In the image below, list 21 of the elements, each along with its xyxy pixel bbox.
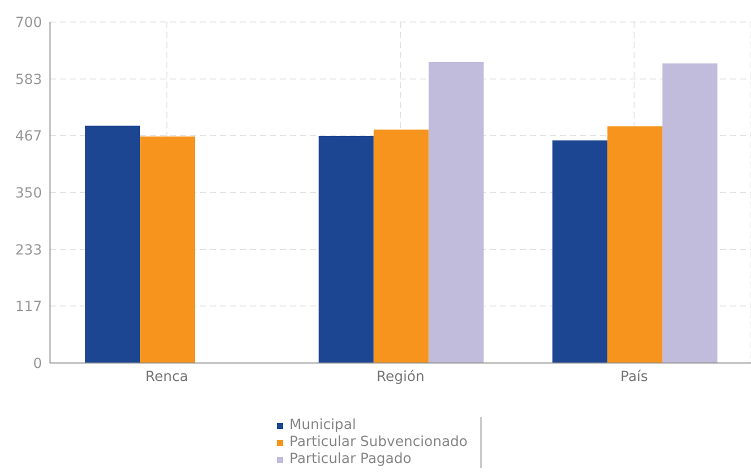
bar [552, 140, 608, 363]
bar [607, 126, 662, 363]
bar [140, 136, 196, 363]
legend-label: Municipal [288, 417, 358, 434]
y-tick-label: 350 [15, 185, 42, 202]
y-tick-label: 700 [15, 14, 42, 31]
y-tick-label: 0 [33, 356, 42, 372]
y-tick-label: 117 [15, 298, 42, 315]
legend-label: Particular Subvencionado [288, 434, 468, 451]
y-tick-label: 233 [15, 242, 42, 258]
bar [662, 63, 718, 363]
x-tick-label: País [620, 368, 648, 385]
legend-label: Particular Pagado [288, 451, 412, 468]
bar [428, 62, 484, 363]
x-tick-label: Renca [145, 368, 188, 385]
bar [374, 130, 429, 363]
y-tick-label: 467 [15, 128, 42, 144]
x-tick-label: Región [376, 368, 424, 385]
bar [318, 136, 374, 363]
y-tick-label: 583 [15, 72, 42, 88]
bar [85, 126, 140, 363]
